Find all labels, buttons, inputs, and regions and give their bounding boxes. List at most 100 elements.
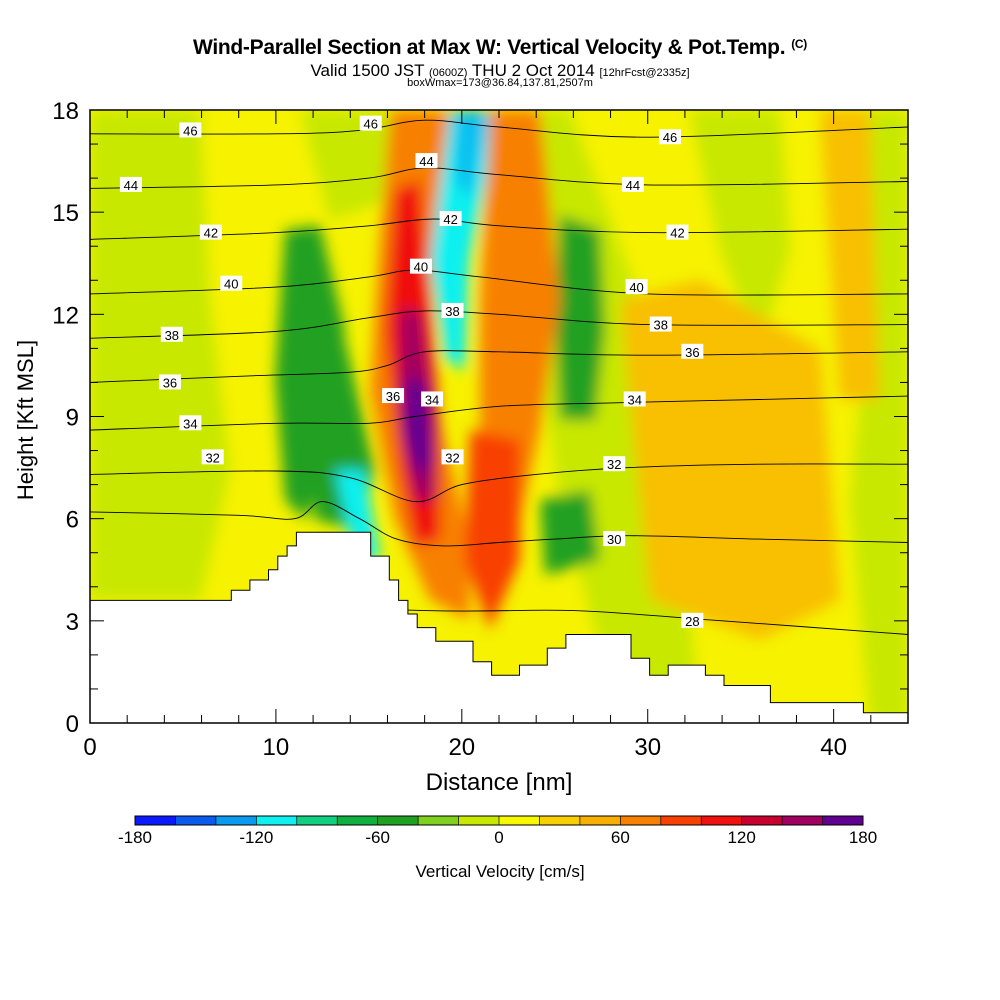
field-region <box>540 490 600 575</box>
field-region <box>555 215 605 420</box>
contour-label-bg <box>441 449 464 465</box>
contour-label: 36 <box>681 343 704 360</box>
theta-contour-30 <box>90 501 908 547</box>
contour-label: 42 <box>666 224 689 241</box>
colorbar-tick-label: 60 <box>611 828 630 847</box>
colorbar-swatch <box>256 816 298 825</box>
colorbar-swatch <box>215 816 257 825</box>
contour-label-text: 30 <box>607 532 621 547</box>
contour-label-bg <box>359 115 382 131</box>
x-tick-label: 0 <box>83 734 96 761</box>
contour-label-bg <box>421 391 444 407</box>
colorbar-swatch <box>782 816 823 825</box>
x-tick-label: 30 <box>634 734 661 761</box>
valid-utc: (0600Z) <box>428 67 468 79</box>
contour-label-text: 36 <box>386 389 400 404</box>
contour-label: 34 <box>421 391 444 407</box>
contour-label-bg <box>666 224 689 240</box>
contour-label-bg <box>199 224 222 240</box>
field-region <box>690 110 790 350</box>
contour-label-text: 34 <box>425 392 439 407</box>
contour-label: 36 <box>382 388 405 404</box>
contour-label-bg <box>220 275 243 291</box>
contour-label-bg <box>681 612 704 628</box>
colorbar-swatch <box>296 816 338 825</box>
x-axis-label: Distance [nm] <box>426 769 573 796</box>
colorbar-swatch <box>175 816 217 825</box>
colorbar-swatch <box>499 816 540 825</box>
contour-label: 46 <box>359 115 382 132</box>
contour-label-bg <box>179 122 202 138</box>
contour-label-text: 34 <box>183 416 197 431</box>
field-region <box>850 110 908 723</box>
contour-label-bg <box>659 129 682 145</box>
contour-label: 40 <box>625 279 648 295</box>
contour-label-bg <box>409 258 432 274</box>
x-tick-label: 10 <box>263 734 290 761</box>
contour-label-text: 40 <box>629 280 643 295</box>
colorbar-swatch <box>741 816 783 825</box>
contour-label: 44 <box>415 153 438 169</box>
contour-label-text: 44 <box>124 178 138 193</box>
contour-label: 34 <box>179 415 202 431</box>
contour-label-bg <box>415 153 438 169</box>
contour-label-bg <box>439 210 462 226</box>
contour-label: 28 <box>681 612 704 629</box>
contour-label-bg <box>382 388 405 404</box>
contour-label-bg <box>623 391 646 407</box>
contour-label-bg <box>119 176 142 192</box>
contour-label-text: 42 <box>443 212 457 227</box>
contour-label: 38 <box>441 302 464 319</box>
theta-contour-34 <box>90 395 908 431</box>
colorbar-swatch <box>620 816 662 825</box>
contour-label-text: 36 <box>163 375 177 390</box>
contour-label-text: 32 <box>205 450 219 465</box>
contour-label-text: 40 <box>224 277 238 292</box>
valid-prefix: Valid 1500 JST <box>310 61 425 80</box>
colorbar-label: Vertical Velocity [cm/s] <box>415 862 585 881</box>
colorbar-tick-label: 120 <box>727 828 755 847</box>
contour-label-text: 38 <box>445 304 459 319</box>
colorbar-swatch <box>539 816 581 825</box>
contour-label-text: 36 <box>685 345 699 360</box>
contour-label: 44 <box>621 176 644 193</box>
colorbar-swatch <box>458 816 500 825</box>
colorbar: -180 -120 -60 0 60 120 180 <box>118 815 877 847</box>
field-region <box>455 110 490 200</box>
contour-label-text: 40 <box>414 260 428 275</box>
field-region <box>300 110 400 220</box>
contour-label: 46 <box>659 129 682 145</box>
contour-label: 40 <box>409 258 432 275</box>
contour-label-text: 32 <box>607 457 621 472</box>
contour-label-text: 44 <box>419 154 433 169</box>
contour-label-text: 34 <box>627 392 641 407</box>
contour-label: 38 <box>160 326 183 343</box>
colorbar-swatch <box>135 816 176 825</box>
contour-label-bg <box>621 176 644 192</box>
y-tick-label: 12 <box>52 302 79 329</box>
contour-labels: 46 46 46 44 44 44 42 42 42 40 40 40 38 38 38 36 36 36 34 34… <box>119 115 704 629</box>
field-region <box>90 110 230 600</box>
contour-label-text: 42 <box>670 226 684 241</box>
y-tick-label: 0 <box>66 711 79 738</box>
contour-label-bg <box>625 279 648 295</box>
contour-label: 38 <box>649 316 672 333</box>
field-region <box>480 110 560 520</box>
x-tick-label: 40 <box>820 734 847 761</box>
y-tick-label: 3 <box>66 609 79 636</box>
y-tick-label: 9 <box>66 405 79 432</box>
colorbar-tick-label: 0 <box>494 828 503 847</box>
contour-label: 42 <box>439 210 462 227</box>
chart-title: Wind-Parallel Section at Max W: Vertical… <box>0 36 1000 60</box>
theta-contour-32 <box>90 463 908 503</box>
contour-label-text: 38 <box>654 318 668 333</box>
contour-label-text: 42 <box>204 226 218 241</box>
terrain <box>89 531 909 724</box>
contour-label-text: 46 <box>363 117 377 132</box>
colorbar-tick-label: -180 <box>118 828 152 847</box>
colorbar-swatch <box>337 816 379 825</box>
contour-label-bg <box>603 531 626 547</box>
contour-label: 32 <box>201 449 224 465</box>
y-tick-label: 15 <box>52 200 79 227</box>
